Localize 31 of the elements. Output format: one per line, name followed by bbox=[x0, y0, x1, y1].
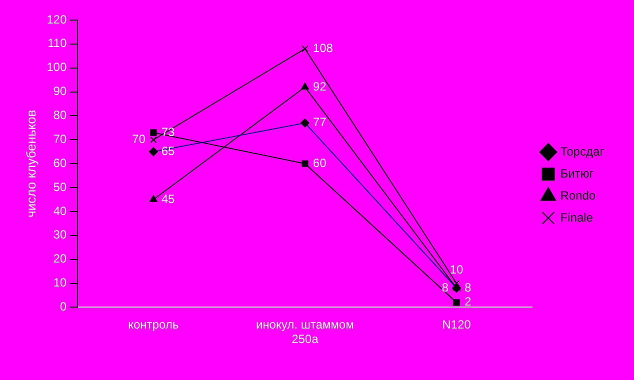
y-tick-label: 70 bbox=[53, 132, 67, 146]
y-tick-label: 80 bbox=[53, 108, 67, 122]
y-tick-label: 60 bbox=[53, 156, 67, 170]
data-label: 70 bbox=[132, 132, 146, 146]
data-label: 2 bbox=[464, 294, 472, 309]
y-tick-label: 40 bbox=[53, 204, 67, 218]
data-label: 8 bbox=[464, 280, 472, 294]
x-tick-label: контроль bbox=[128, 318, 179, 332]
data-label: 77 bbox=[312, 115, 327, 130]
data-label: 108 bbox=[312, 41, 334, 56]
data-label: 92 bbox=[312, 79, 327, 94]
legend-label: Битюг bbox=[560, 166, 594, 180]
y-tick-label: 110 bbox=[47, 36, 67, 50]
y-tick-label: 90 bbox=[53, 84, 67, 98]
y-axis-title: число клубеньков bbox=[23, 110, 38, 218]
data-label: 60 bbox=[312, 156, 327, 170]
y-tick-label: 0 bbox=[60, 300, 67, 314]
y-tick-label: 100 bbox=[46, 60, 67, 74]
legend-label: Finale bbox=[560, 210, 594, 224]
x-tick-label: N120 bbox=[442, 318, 472, 332]
data-label: 8 bbox=[442, 280, 449, 294]
x-tick-label: инокул. штаммом 250а bbox=[256, 318, 354, 346]
y-tick-label: 120 bbox=[46, 12, 67, 26]
legend-label: Rondo bbox=[560, 188, 596, 202]
data-label: 45 bbox=[161, 192, 176, 206]
y-tick-label: 50 bbox=[53, 180, 67, 194]
y-tick-label: 10 bbox=[53, 276, 67, 290]
y-tick-label: 30 bbox=[53, 228, 67, 242]
y-tick-label: 20 bbox=[53, 252, 67, 266]
legend-label: Торсдаг bbox=[560, 144, 605, 158]
data-label: 10 bbox=[450, 262, 464, 277]
